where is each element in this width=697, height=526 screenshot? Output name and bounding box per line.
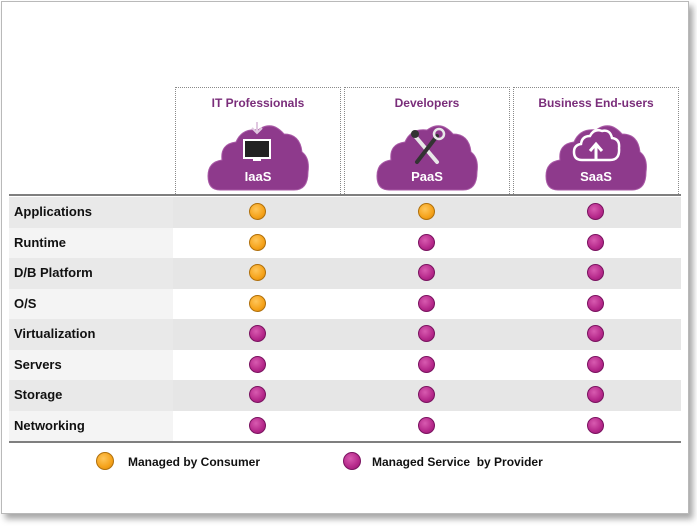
service-label: IaaS [244, 169, 272, 184]
column-header-saas: Business End-users SaaS [513, 87, 679, 196]
column-title: Business End-users [538, 96, 654, 110]
column-title: IT Professionals [211, 96, 305, 110]
legend-consumer-label: Managed by Consumer [128, 455, 261, 469]
column-title: Developers [394, 96, 460, 110]
responsibility-table: Applications Runtime D/B Platform O/S Vi… [9, 197, 681, 441]
provider-dot [418, 264, 435, 281]
tools-icon [375, 114, 479, 194]
provider-dot [249, 355, 266, 373]
consumer-dot [249, 294, 266, 312]
row-label-cell: Servers [9, 349, 173, 380]
row-label: Networking [14, 417, 85, 433]
provider-dot [587, 386, 604, 403]
row-label: Storage [14, 387, 63, 402]
provider-dot [587, 233, 604, 251]
table-row: D/B Platform [9, 258, 681, 289]
cloud-shape: IaaS [206, 114, 310, 194]
row-label-cell: O/S [9, 288, 173, 319]
provider-dot [418, 325, 435, 342]
table-row: Virtualization [9, 319, 681, 350]
table-row: O/S [9, 288, 681, 319]
provider-dot [418, 294, 435, 312]
row-label-cell: D/B Platform [9, 258, 173, 289]
consumer-dot [249, 264, 266, 281]
row-label: D/B Platform [14, 265, 93, 280]
table-row: Storage [9, 380, 681, 411]
consumer-dot [249, 233, 266, 251]
row-label: Runtime [14, 234, 66, 250]
table-bottom-divider [9, 441, 681, 443]
table-row: Applications [9, 197, 681, 228]
service-label: SaaS [580, 169, 612, 184]
cloud-upload-icon [544, 114, 648, 194]
provider-dot [418, 233, 435, 251]
provider-dot [249, 386, 266, 403]
table-row: Networking [9, 410, 681, 441]
table-row: Runtime [9, 227, 681, 258]
cloud-shape: SaaS [544, 114, 648, 194]
provider-dot [249, 325, 266, 342]
column-header-paas: Developers PaaS [344, 87, 510, 196]
provider-dot [587, 294, 604, 312]
provider-dot [587, 203, 604, 220]
monitor-download-icon [206, 114, 310, 194]
legend-provider-label: Managed Service by Provider [372, 455, 543, 469]
row-label-cell: Networking [9, 410, 173, 441]
row-label-cell: Runtime [9, 227, 173, 258]
provider-dot [587, 355, 604, 373]
row-label-cell: Applications [9, 197, 173, 228]
row-label: Servers [14, 356, 62, 372]
legend-consumer-dot [96, 452, 114, 470]
provider-dot [587, 264, 604, 281]
row-label-cell: Virtualization [9, 319, 173, 350]
provider-dot [418, 386, 435, 403]
consumer-dot [418, 203, 435, 220]
service-label: PaaS [411, 169, 443, 184]
row-label: Applications [14, 204, 93, 219]
row-label-cell: Storage [9, 380, 173, 411]
consumer-dot [249, 203, 266, 220]
provider-dot [587, 325, 604, 342]
legend-provider-dot [343, 452, 361, 470]
row-label: O/S [14, 295, 37, 311]
diagram-frame: IT Professionals IaaS Developers [1, 1, 689, 514]
table-top-divider [9, 194, 681, 196]
column-header-iaas: IT Professionals IaaS [175, 87, 341, 196]
row-label: Virtualization [14, 326, 96, 341]
cloud-shape: PaaS [375, 114, 479, 194]
provider-dot [249, 416, 266, 434]
provider-dot [418, 355, 435, 373]
provider-dot [587, 416, 604, 434]
provider-dot [418, 416, 435, 434]
table-row: Servers [9, 349, 681, 380]
